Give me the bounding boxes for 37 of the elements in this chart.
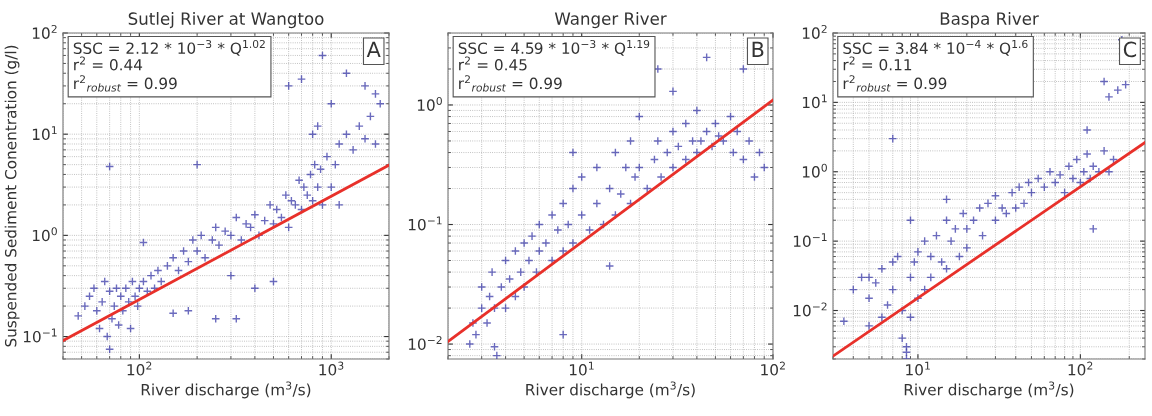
x-tick-label: 10$^{1}$ xyxy=(906,361,930,376)
y-tick-label: 10$^{−1}$ xyxy=(408,216,442,231)
annotation: C xyxy=(1123,41,1137,58)
x-tick-label: 10$^{2}$ xyxy=(1068,361,1093,376)
y-tick-label: 10$^{−2}$ xyxy=(793,302,827,317)
annotation: SSC = 3.84 * 10$^{−4}$ * Q$^{1.6}$ xyxy=(843,39,1028,56)
annotation: B xyxy=(752,41,764,57)
annotation: SSC = 4.59 * 10$^{−3}$ * Q$^{1.19}$ xyxy=(458,39,650,56)
annotation: r$^{2}$$_{robust}$ = 0.99 xyxy=(74,75,177,92)
annotation: r$^{2}$ = 0.44 xyxy=(74,56,143,71)
chart-title: Sutlej River at Wangtoo xyxy=(128,12,324,29)
y-tick-label: 10$^{2}$ xyxy=(32,24,57,39)
x-tick-label: 10$^{1}$ xyxy=(569,361,594,376)
chart-title: Baspa River xyxy=(940,12,1039,29)
x-tick-label: 10$^{2}$ xyxy=(761,361,785,376)
y-tick-label: 10$^{−2}$ xyxy=(408,335,442,350)
y-tick-label: 10$^{1}$ xyxy=(802,94,827,109)
x-axis-title: River discharge (m$^{3}$/s) xyxy=(141,381,311,399)
annotation: SSC = 2.12 * 10$^{−3}$ * Q$^{1.02}$ xyxy=(73,39,265,56)
annotation: r$^{2}$$_{robust}$ = 0.99 xyxy=(459,75,562,92)
y-tick-label: 10$^{−1}$ xyxy=(23,328,57,343)
annotation: r$^{2}$ = 0.45 xyxy=(459,56,527,71)
y-tick-label: 10$^{0}$ xyxy=(802,163,827,178)
x-tick-label: 10$^{3}$ xyxy=(319,361,344,376)
annotation: A xyxy=(366,41,381,57)
y-axis-title: Suspended Sediment Conentration (g/l) xyxy=(4,45,20,347)
y-tick-label: 10$^{1}$ xyxy=(32,126,57,141)
y-tick-label: 10$^{0}$ xyxy=(32,227,57,242)
chart-title: Wanger River xyxy=(554,12,667,29)
x-axis-title: River discharge (m$^{3}$/s) xyxy=(904,381,1074,399)
annotation: r$^{2}$ = 0.11 xyxy=(843,56,912,71)
y-tick-label: 10$^{−1}$ xyxy=(793,233,827,248)
y-tick-label: 10$^{2}$ xyxy=(802,24,827,39)
annotation: r$^{2}$$_{robust}$ = 0.99 xyxy=(843,75,947,92)
y-tick-label: 10$^{0}$ xyxy=(417,96,442,111)
x-tick-label: 10$^{2}$ xyxy=(127,361,152,376)
x-axis-title: River discharge (m$^{3}$/s) xyxy=(526,381,695,399)
